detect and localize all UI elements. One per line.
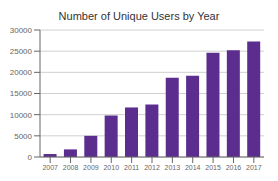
svg-text:10000: 10000 — [10, 111, 33, 120]
svg-text:30000: 30000 — [10, 26, 33, 35]
svg-text:2016: 2016 — [226, 164, 242, 171]
svg-text:2009: 2009 — [83, 164, 99, 171]
svg-text:15000: 15000 — [10, 89, 33, 98]
svg-text:2007: 2007 — [42, 164, 58, 171]
svg-text:25000: 25000 — [10, 47, 33, 56]
svg-text:2017: 2017 — [246, 164, 262, 171]
html-text:Number of Unique Users by Year: Number of Unique Users by Year — [58, 10, 220, 22]
svg-text:5000: 5000 — [14, 132, 32, 141]
svg-text:2012: 2012 — [144, 164, 160, 171]
svg-text:0: 0 — [28, 153, 33, 162]
svg-text:20000: 20000 — [10, 68, 33, 77]
svg-text:2011: 2011 — [124, 164, 139, 171]
svg-text:2014: 2014 — [185, 164, 201, 171]
svg-text:2010: 2010 — [103, 164, 119, 171]
svg-text:2013: 2013 — [165, 164, 181, 171]
svg-text:2015: 2015 — [205, 164, 221, 171]
svg-text:2008: 2008 — [63, 164, 79, 171]
